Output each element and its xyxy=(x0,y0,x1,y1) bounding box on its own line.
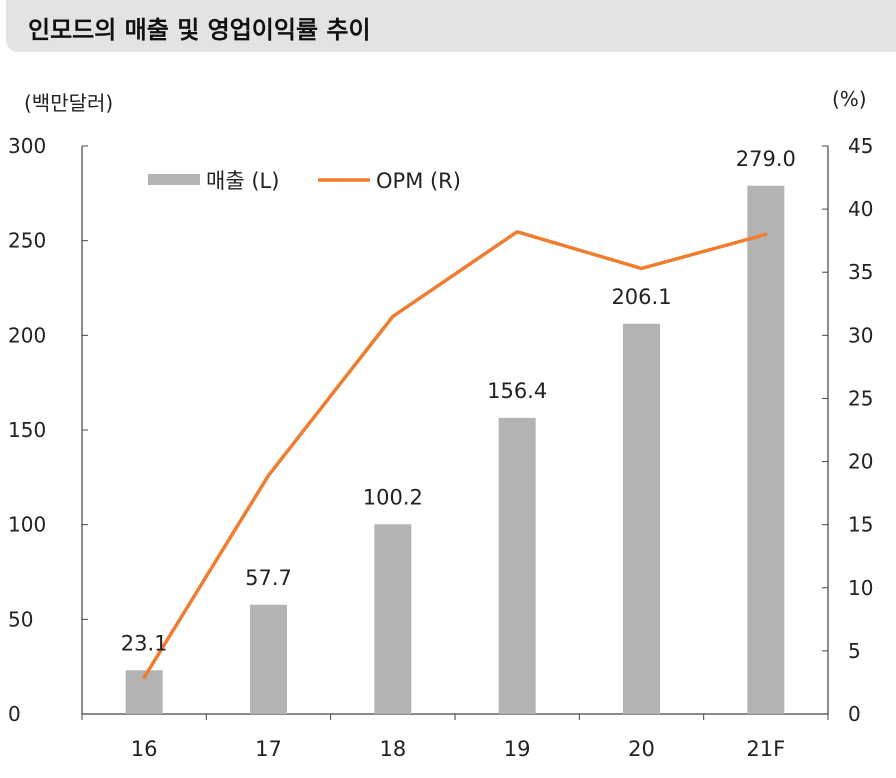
right-axis-tick-label: 40 xyxy=(848,197,873,221)
legend-bar-swatch xyxy=(148,174,200,185)
chart-title: 인모드의 매출 및 영업이익률 추이 xyxy=(28,16,371,44)
x-axis-tick-label: 16 xyxy=(131,737,158,761)
left-axis-tick-label: 100 xyxy=(8,513,46,537)
bar xyxy=(250,604,287,714)
left-axis-tick-label: 250 xyxy=(8,229,46,253)
bar-data-label: 279.0 xyxy=(736,147,796,171)
right-axis-tick-label: 0 xyxy=(848,702,861,726)
bar-data-label: 156.4 xyxy=(487,379,547,403)
line-series xyxy=(142,230,768,680)
right-axis-tick-label: 35 xyxy=(848,260,873,284)
x-axis-tick-label: 18 xyxy=(379,737,406,761)
legend-bar-label: 매출 (L) xyxy=(206,169,279,193)
x-axis-tick-label: 17 xyxy=(255,737,282,761)
right-axis-tick-label: 5 xyxy=(848,639,861,663)
bar-series xyxy=(125,185,785,714)
left-axis-tick-label: 200 xyxy=(8,323,46,347)
right-axis-tick-label: 15 xyxy=(848,513,873,537)
x-axis-tick-label: 21F xyxy=(746,737,785,761)
bar-data-label: 100.2 xyxy=(363,485,423,509)
bar xyxy=(374,524,412,714)
left-axis-tick-label: 150 xyxy=(8,418,46,442)
title-bar: 인모드의 매출 및 영업이익률 추이 xyxy=(6,0,896,52)
bar xyxy=(623,323,660,714)
bar xyxy=(747,185,785,714)
bar xyxy=(498,417,536,714)
legend-line-label: OPM (R) xyxy=(376,169,461,193)
right-axis-tick-label: 20 xyxy=(848,450,873,474)
data-labels: 23.1 57.7 100.2 156.4 206.1 279.0 xyxy=(121,147,796,656)
left-axis-tick-label: 300 xyxy=(8,134,46,158)
legend: 매출 (L) OPM (R) xyxy=(148,169,461,193)
bar-data-label: 23.1 xyxy=(121,631,168,655)
left-axis-unit: (백만달러) xyxy=(24,91,113,115)
right-axis-unit: (%) xyxy=(832,87,867,111)
right-axis-tick-label: 10 xyxy=(848,576,873,600)
right-axis-tick-label: 45 xyxy=(848,134,873,158)
axes: 0 50 100 150 200 250 300 (백만달러) 0 5 10 15 20 25 30 35 40… xyxy=(8,87,873,761)
x-axis-tick-label: 19 xyxy=(504,737,531,761)
left-axis-tick-label: 50 xyxy=(8,607,33,631)
bar-data-label: 206.1 xyxy=(611,285,671,309)
x-axis-tick-label: 20 xyxy=(628,737,655,761)
left-axis-tick-label: 0 xyxy=(8,702,21,726)
bar-data-label: 57.7 xyxy=(245,566,292,590)
opm-line xyxy=(142,230,768,680)
right-axis-tick-label: 25 xyxy=(848,386,873,410)
right-axis-tick-label: 30 xyxy=(848,323,873,347)
